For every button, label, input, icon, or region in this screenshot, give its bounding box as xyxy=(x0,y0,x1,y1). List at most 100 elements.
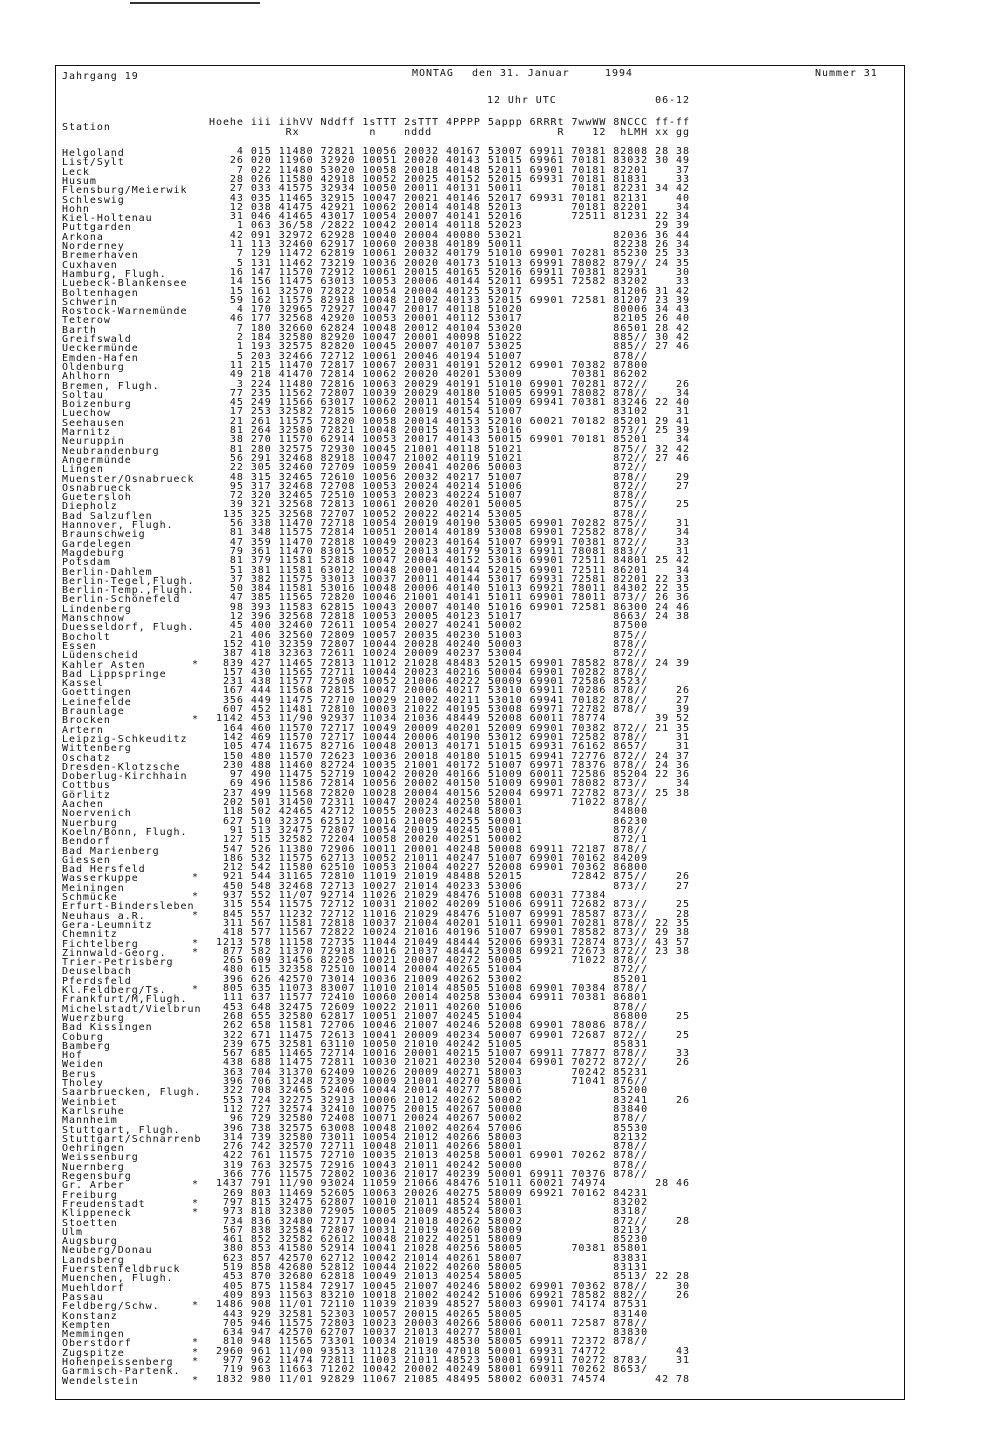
cell-height: 56 xyxy=(229,518,244,529)
cell-8NCCC: 878// xyxy=(613,1048,649,1060)
cell-Nddff: 72710 xyxy=(320,694,356,706)
station-name: Noervenich xyxy=(62,808,132,820)
station-name: Helgoland xyxy=(62,148,125,159)
cell-height: 1486 xyxy=(215,1299,244,1311)
cell-Nddff: 52406 xyxy=(320,1085,356,1097)
cell-gust: 25 xyxy=(676,1029,690,1041)
cell-8NCCC: 83246 xyxy=(613,397,649,409)
cell-6RRRt: 69991 xyxy=(529,536,565,548)
cell-4PPPP: 40262 xyxy=(445,1215,481,1227)
cell-gust: 26 xyxy=(676,378,690,390)
cell-iihVV: 11158 xyxy=(278,936,314,948)
cell-ff-max: 31 xyxy=(655,285,670,297)
cell-7wwWW: 70181 xyxy=(571,192,607,204)
cell-1sTTT: 10050 xyxy=(362,1038,398,1050)
cell-Nddff: 72820 xyxy=(320,415,356,427)
cell-iihVV: 11/07 xyxy=(278,890,314,901)
cell-1sTTT: 10058 xyxy=(362,834,398,846)
cell-ff-max: 30 xyxy=(655,155,670,167)
cell-height: 405 xyxy=(222,1280,244,1292)
cell-8NCCC: 878// xyxy=(613,797,649,808)
cell-Nddff: 62914 xyxy=(320,434,356,446)
cell-5appp: 51007 xyxy=(487,471,523,483)
cell-ff-max: 28 xyxy=(655,146,670,157)
cell-station-id: 033 xyxy=(250,183,272,195)
cell-8NCCC: 878// xyxy=(613,759,649,771)
cell-7wwWW: 70181 xyxy=(571,434,607,446)
cell-5appp: 50003 xyxy=(487,638,523,650)
cell-1sTTT: 10063 xyxy=(362,1187,398,1199)
station-name: Cuxhaven xyxy=(62,259,118,271)
cell-height: 46 xyxy=(229,313,244,325)
cell-Nddff: 92714 xyxy=(320,890,356,901)
cell-height: 453 xyxy=(222,1001,244,1013)
cell-5appp: 51007 xyxy=(487,759,523,771)
station-name: Brocken xyxy=(62,715,111,727)
cell-2sTTT: 20013 xyxy=(404,545,440,557)
cell-7wwWW: 78082 xyxy=(571,387,607,399)
cell-4PPPP: 40214 xyxy=(445,480,481,492)
cell-station-id: 961 xyxy=(250,1345,272,1357)
cell-4PPPP: 40211 xyxy=(445,694,481,706)
cell-2sTTT: 21002 xyxy=(404,694,440,706)
cell-gust: 35 xyxy=(676,583,690,595)
cell-5appp: 51007 xyxy=(487,1048,523,1060)
cell-gust: 34 xyxy=(676,387,690,399)
cell-6RRRt: 69911 xyxy=(529,1364,565,1376)
cell-1sTTT: 10027 xyxy=(362,880,398,892)
mountain-station-marker: * xyxy=(192,1197,199,1209)
cell-Nddff: 63110 xyxy=(320,1038,356,1050)
cell-6RRRt: 69901 xyxy=(529,1057,565,1069)
cell-iihVV: 11570 xyxy=(278,731,314,743)
cell-7wwWW: 78582 xyxy=(571,927,607,939)
cell-station-id: 406 xyxy=(250,629,272,641)
cell-iihVV: 11475 xyxy=(278,694,314,706)
cell-gust: 26 xyxy=(676,685,690,697)
cell-Nddff: 32915 xyxy=(320,192,356,204)
cell-gust: 33 xyxy=(676,248,690,260)
cell-station-id: 658 xyxy=(250,1020,272,1032)
cell-7wwWW: 72582 xyxy=(571,276,607,288)
cell-4PPPP: 40277 xyxy=(445,1085,481,1097)
cell-1sTTT: 10048 xyxy=(362,1122,398,1134)
cell-1sTTT: 10036 xyxy=(362,750,398,762)
cell-4PPPP: 40141 xyxy=(445,211,481,223)
cell-1sTTT: 10061 xyxy=(362,266,398,278)
cell-1sTTT: 10056 xyxy=(362,471,398,483)
station-name: Karlsruhe xyxy=(62,1105,125,1117)
cell-2sTTT: 20023 xyxy=(404,666,440,678)
cell-2sTTT: 20023 xyxy=(404,490,440,502)
cell-2sTTT: 20032 xyxy=(404,146,440,157)
cell-8NCCC: 80006 xyxy=(613,304,649,316)
cell-Nddff: 72718 xyxy=(320,518,356,529)
cell-4PPPP: 40180 xyxy=(445,750,481,762)
cell-5appp: 58005 xyxy=(487,1271,523,1283)
station-name: Ueckermünde xyxy=(62,343,139,355)
cell-1sTTT: 10011 xyxy=(362,843,398,855)
cell-height: 322 xyxy=(222,1029,244,1041)
cell-7wwWW: 78582 xyxy=(571,657,607,669)
cell-4PPPP: 40266 xyxy=(445,1141,481,1153)
cell-Nddff: 72822 xyxy=(320,285,356,297)
cell-iihVV: 11586 xyxy=(278,778,314,790)
station-name: Berlin-Schönefeld xyxy=(62,594,181,606)
station-name: Bamberg xyxy=(62,1040,111,1052)
station-name: Bremerhaven xyxy=(62,250,139,262)
station-name: Stuttgart/Schnarrenb xyxy=(62,1133,202,1145)
cell-7wwWW: 70382 xyxy=(571,722,607,734)
cell-7wwWW: 78011 xyxy=(571,583,607,595)
cell-ff-max: 25 xyxy=(655,555,670,567)
cell-1sTTT: 10037 xyxy=(362,573,398,585)
cell-8NCCC: 872// xyxy=(613,1057,649,1069)
cell-height: 322 xyxy=(222,1085,244,1097)
cell-gust: 28 xyxy=(676,1215,690,1227)
cell-4PPPP: 40173 xyxy=(445,257,481,269)
cell-5appp: 50002 xyxy=(487,834,523,846)
cell-5appp: 51015 xyxy=(487,741,523,753)
cell-gust: 25 xyxy=(676,1010,690,1022)
cell-iihVV: 42570 xyxy=(278,1327,314,1339)
cell-2sTTT: 20015 xyxy=(404,425,440,436)
cell-5appp: 58005 xyxy=(487,1243,523,1255)
cell-8NCCC: 85204 xyxy=(613,769,649,781)
cell-7wwWW: 72581 xyxy=(571,294,607,306)
